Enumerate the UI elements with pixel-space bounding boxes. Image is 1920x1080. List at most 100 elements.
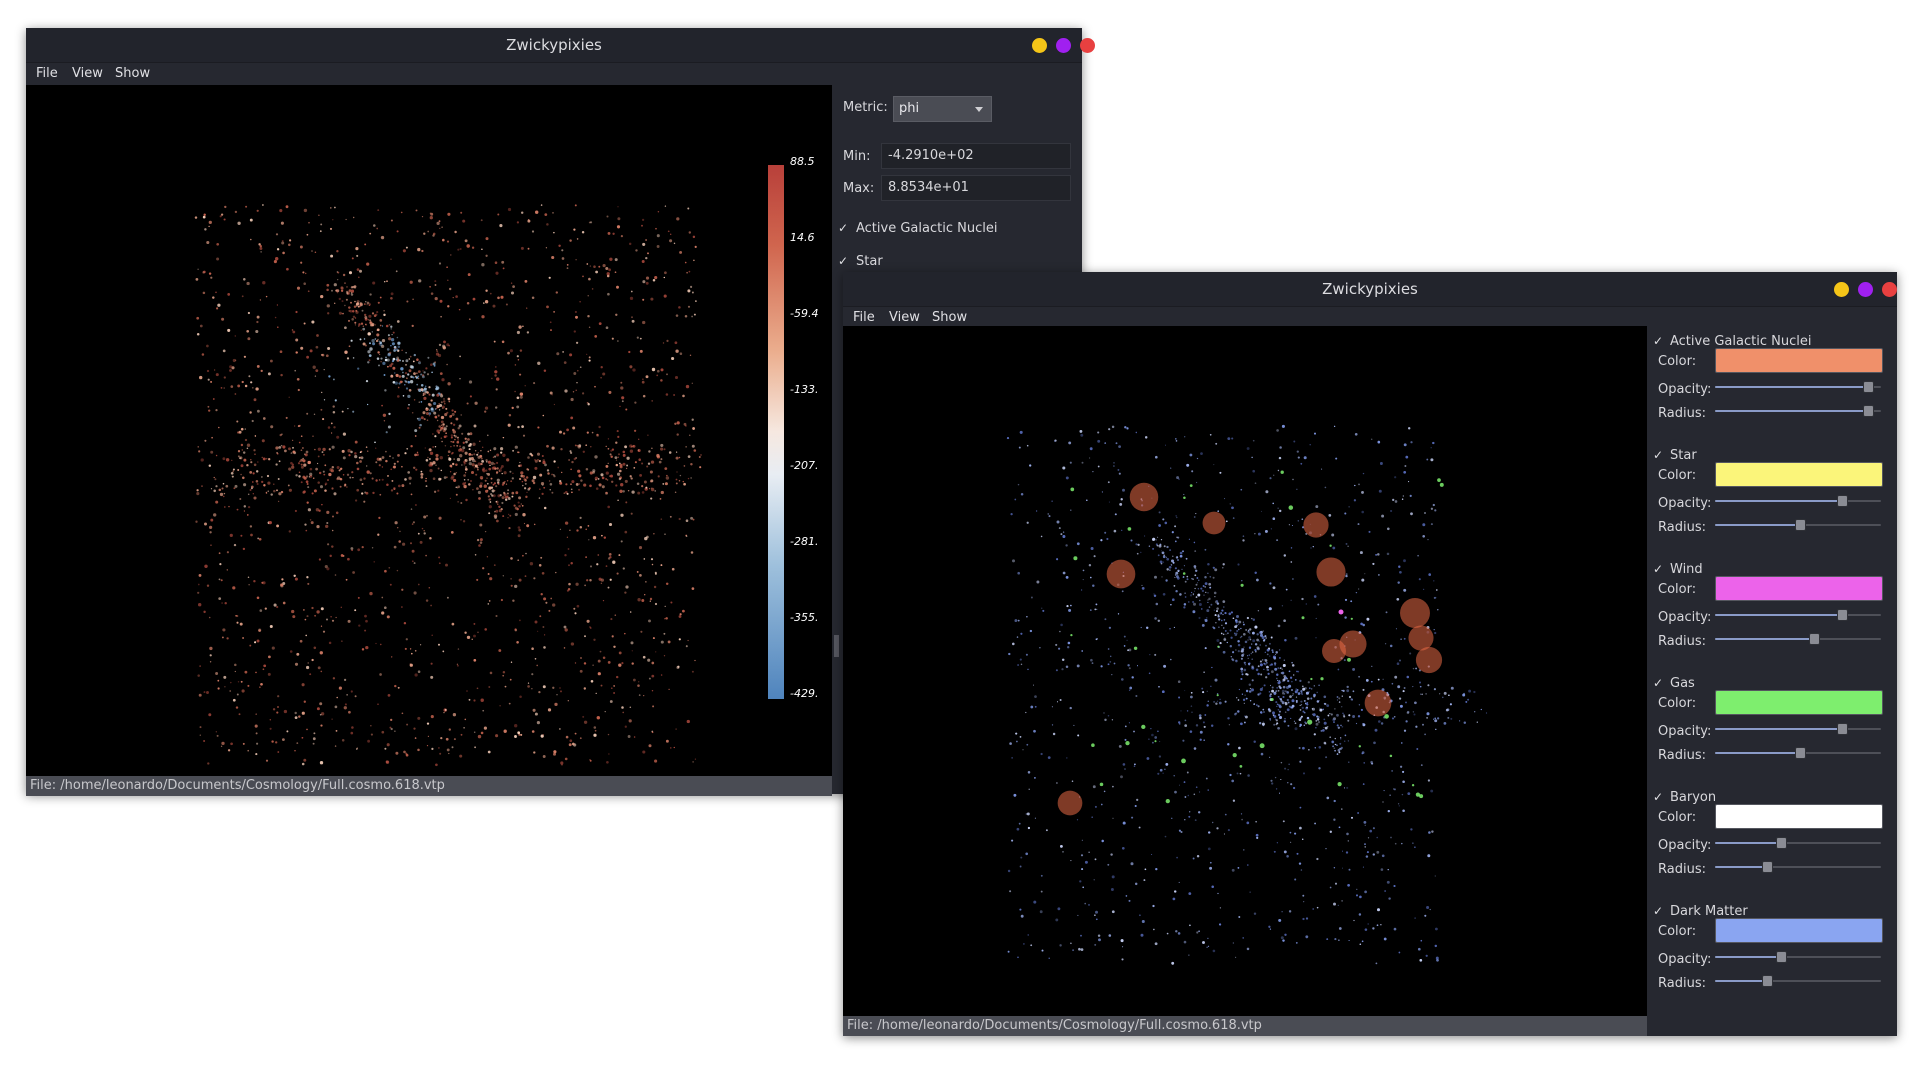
particle-type-group: ✓ Star Color: Opacity: Radius:	[1647, 442, 1897, 556]
color-label: Color:	[1658, 924, 1697, 939]
slider-handle[interactable]	[1794, 747, 1806, 759]
color-swatch-button[interactable]	[1715, 918, 1883, 943]
slider-fill	[1715, 728, 1840, 730]
slider-handle[interactable]	[1794, 519, 1806, 531]
opacity-label: Opacity:	[1658, 724, 1712, 739]
radius-slider[interactable]	[1715, 518, 1881, 532]
slider-fill	[1715, 614, 1840, 616]
menu-file[interactable]: File	[36, 66, 58, 81]
maximize-button[interactable]	[1858, 282, 1873, 297]
checkmark-icon[interactable]: ✓	[1653, 676, 1664, 690]
minimize-button[interactable]	[1032, 38, 1047, 53]
checkmark-icon[interactable]: ✓	[1653, 562, 1664, 576]
radius-slider[interactable]	[1715, 860, 1881, 874]
color-label: Color:	[1658, 354, 1697, 369]
render-viewport[interactable]: 88.5 14.6 -59.4 -133. -207. -281. -355. …	[26, 85, 832, 776]
colorbar-tick: 14.6	[790, 231, 815, 244]
menu-show[interactable]: Show	[115, 66, 151, 81]
slider-fill	[1715, 980, 1763, 982]
minimize-button[interactable]	[1834, 282, 1849, 297]
type-name-label: Active Galactic Nuclei	[1670, 334, 1812, 349]
close-button[interactable]	[1882, 282, 1897, 297]
slider-handle[interactable]	[1775, 837, 1787, 849]
opacity-slider[interactable]	[1715, 494, 1881, 508]
opacity-slider[interactable]	[1715, 722, 1881, 736]
slider-fill	[1715, 410, 1867, 412]
slider-fill	[1715, 956, 1778, 958]
color-swatch-button[interactable]	[1715, 690, 1883, 715]
checkmark-icon[interactable]: ✓	[838, 254, 849, 268]
slider-fill	[1715, 842, 1778, 844]
opacity-slider[interactable]	[1715, 380, 1881, 394]
colorbar-tick: -133.	[790, 383, 819, 396]
status-bar: File: /home/leonardo/Documents/Cosmology…	[26, 776, 832, 796]
scrollbar-handle[interactable]	[834, 635, 839, 657]
agn-halo	[1129, 482, 1159, 512]
slider-handle[interactable]	[1808, 633, 1820, 645]
min-label: Min:	[843, 149, 871, 164]
window-right: Zwickypixies File View Show File: /home/…	[843, 272, 1897, 1036]
color-swatch-button[interactable]	[1715, 804, 1883, 829]
color-swatch-button[interactable]	[1715, 348, 1883, 373]
min-input[interactable]: -4.2910e+02	[881, 143, 1071, 169]
agn-halo	[1057, 790, 1083, 816]
close-button[interactable]	[1080, 38, 1095, 53]
slider-handle[interactable]	[1761, 861, 1773, 873]
window-title: Zwickypixies	[1322, 280, 1418, 298]
menubar: File View Show	[26, 63, 1082, 85]
checkmark-icon[interactable]: ✓	[838, 221, 849, 235]
particle-type-group: ✓ Baryon Color: Opacity: Radius:	[1647, 784, 1897, 898]
slider-handle[interactable]	[1863, 405, 1875, 417]
radius-label: Radius:	[1658, 406, 1706, 421]
titlebar[interactable]: Zwickypixies	[843, 272, 1897, 307]
type-name-label: Dark Matter	[1670, 904, 1748, 919]
slider-handle[interactable]	[1836, 609, 1848, 621]
titlebar[interactable]: Zwickypixies	[26, 28, 1095, 63]
radius-label: Radius:	[1658, 748, 1706, 763]
metric-select[interactable]: phi	[893, 96, 992, 122]
slider-handle[interactable]	[1836, 495, 1848, 507]
particle-type-group: ✓ Dark Matter Color: Opacity: Radius:	[1647, 898, 1897, 1012]
slider-handle[interactable]	[1863, 381, 1875, 393]
color-label: Color:	[1658, 810, 1697, 825]
menu-show[interactable]: Show	[932, 310, 968, 325]
max-label: Max:	[843, 181, 875, 196]
slider-groove	[1715, 866, 1881, 868]
checkmark-icon[interactable]: ✓	[1653, 448, 1664, 462]
colorbar-tick: 88.5	[790, 155, 815, 168]
metric-label: Metric:	[843, 100, 888, 115]
radius-slider[interactable]	[1715, 974, 1881, 988]
colorbar-tick: -281.	[790, 535, 819, 548]
radius-label: Radius:	[1658, 976, 1706, 991]
checkmark-icon[interactable]: ✓	[1653, 790, 1664, 804]
checkmark-icon[interactable]: ✓	[1653, 904, 1664, 918]
maximize-button[interactable]	[1056, 38, 1071, 53]
colorbar-tick: -429.	[790, 687, 819, 700]
checkmark-icon[interactable]: ✓	[1653, 334, 1664, 348]
slider-handle[interactable]	[1775, 951, 1787, 963]
render-viewport[interactable]	[843, 326, 1647, 1016]
slider-handle[interactable]	[1836, 723, 1848, 735]
opacity-label: Opacity:	[1658, 838, 1712, 853]
colorbar-tick: -59.4	[790, 307, 819, 320]
radius-slider[interactable]	[1715, 404, 1881, 418]
agn-halo	[1364, 689, 1392, 717]
opacity-slider[interactable]	[1715, 950, 1881, 964]
particle-type-render	[1006, 424, 1488, 965]
menu-view[interactable]: View	[889, 310, 920, 325]
menu-view[interactable]: View	[72, 66, 103, 81]
opacity-slider[interactable]	[1715, 608, 1881, 622]
color-swatch-button[interactable]	[1715, 576, 1883, 601]
particle-type-group: ✓ Active Galactic Nuclei Color: Opacity: Rad…	[1647, 328, 1897, 442]
opacity-slider[interactable]	[1715, 836, 1881, 850]
radius-label: Radius:	[1658, 862, 1706, 877]
metric-select-value: phi	[899, 101, 920, 116]
color-swatch-button[interactable]	[1715, 462, 1883, 487]
type-name-label: Gas	[1670, 676, 1695, 691]
slider-handle[interactable]	[1761, 975, 1773, 987]
radius-slider[interactable]	[1715, 632, 1881, 646]
menu-file[interactable]: File	[853, 310, 875, 325]
radius-slider[interactable]	[1715, 746, 1881, 760]
max-input[interactable]: 8.8534e+01	[881, 175, 1071, 201]
menubar: File View Show	[843, 307, 1897, 329]
